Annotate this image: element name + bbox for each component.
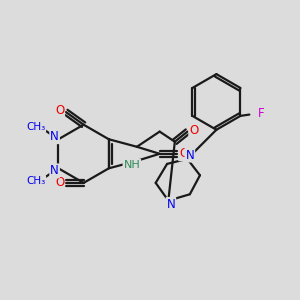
Text: F: F xyxy=(257,107,264,120)
Text: CH₃: CH₃ xyxy=(26,176,45,186)
Text: O: O xyxy=(179,147,188,160)
Text: N: N xyxy=(167,198,175,211)
Text: O: O xyxy=(55,176,64,189)
Text: CH₃: CH₃ xyxy=(26,122,45,132)
Text: NH: NH xyxy=(124,160,140,170)
Text: N: N xyxy=(50,164,59,177)
Text: O: O xyxy=(189,124,198,137)
Text: N: N xyxy=(50,130,59,143)
Text: O: O xyxy=(55,104,64,117)
Text: N: N xyxy=(185,148,194,162)
